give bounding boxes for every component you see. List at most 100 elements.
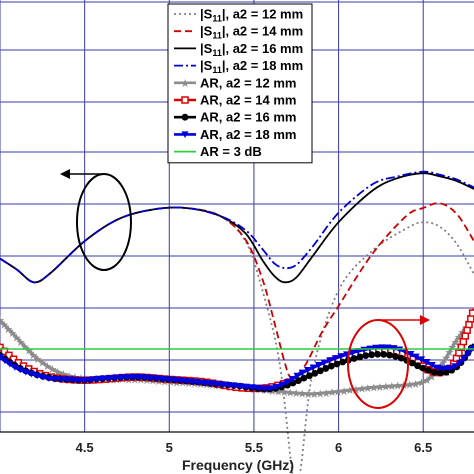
legend-label: |S11|, a2 = 14 mm	[200, 24, 303, 41]
series-point: ★	[327, 386, 337, 399]
series-point	[384, 344, 392, 352]
legend-label: AR, a2 = 14 mm	[200, 93, 296, 108]
series-line	[0, 172, 474, 284]
series-point: ★	[441, 351, 451, 364]
x-tick-label: 4.5	[76, 440, 94, 455]
series-point	[111, 374, 119, 382]
series-point	[374, 350, 382, 358]
series-point	[6, 360, 14, 368]
series-point: ★	[3, 323, 13, 336]
series-point	[433, 364, 442, 372]
series-point	[311, 369, 319, 377]
legend-label: AR, a2 = 12 mm	[200, 75, 296, 90]
series-point	[294, 377, 302, 384]
series-point: ★	[285, 386, 295, 399]
series-point	[242, 383, 250, 391]
legend-item: ★ AR, a2 = 12 mm	[174, 75, 296, 90]
series-point: ★	[405, 379, 415, 392]
legend-item: |S11|, a2 = 16 mm	[174, 41, 303, 58]
series-point	[81, 377, 89, 384]
series-point	[272, 383, 280, 391]
series-point	[368, 351, 376, 359]
series-point	[224, 381, 232, 389]
series-point: ★	[447, 341, 457, 354]
series-point	[0, 354, 4, 361]
series-point	[51, 376, 59, 383]
series-point	[63, 376, 71, 383]
series-point	[468, 309, 474, 317]
series-point: ★	[53, 366, 63, 379]
series-point	[181, 131, 189, 138]
series-point: ★	[357, 383, 367, 396]
legend-item: |S11|, a2 = 12 mm	[174, 7, 303, 24]
series-point: ★	[297, 388, 307, 401]
series-point	[135, 374, 143, 381]
series-point	[266, 385, 274, 392]
series-point	[212, 380, 221, 388]
series-point	[230, 382, 238, 390]
series-point: ★	[375, 381, 385, 394]
series-point	[105, 375, 113, 382]
series-point: ★	[369, 381, 379, 394]
series-point	[171, 376, 179, 384]
series-point	[283, 379, 291, 386]
series-point	[356, 353, 364, 361]
series-point	[425, 366, 432, 374]
series-point	[206, 380, 215, 387]
series-point	[464, 350, 472, 358]
series-line	[0, 170, 474, 284]
series-point	[362, 352, 370, 360]
series-point	[45, 375, 53, 382]
series-point: ★	[345, 384, 355, 397]
series-point: ★	[58, 368, 68, 381]
s11-arrow-head	[60, 169, 70, 179]
series-point	[396, 346, 404, 354]
series-point: ★	[363, 382, 373, 395]
series-point	[430, 368, 438, 376]
series-point	[419, 364, 427, 372]
legend-label: |S11|, a2 = 18 mm	[200, 58, 303, 75]
series-point	[260, 385, 268, 393]
series-point	[57, 376, 65, 383]
series-point	[248, 384, 256, 391]
series-point	[392, 352, 399, 360]
series-point: ★	[427, 370, 437, 383]
series-point	[33, 372, 41, 380]
series-point	[322, 365, 330, 372]
series-point	[159, 375, 167, 383]
series-point	[293, 372, 301, 380]
series-point: ★	[37, 357, 47, 370]
series-point	[326, 357, 334, 364]
series-point: ★	[28, 349, 38, 362]
series-point	[188, 378, 197, 386]
series-point	[236, 383, 244, 390]
series-point	[423, 359, 431, 366]
series-point	[350, 355, 358, 362]
series-point	[316, 367, 324, 375]
series-point	[278, 381, 286, 389]
series-point	[1, 357, 9, 365]
series-point	[407, 350, 415, 358]
series-point	[460, 355, 468, 362]
series-point: ★	[381, 380, 391, 393]
series-point	[123, 374, 131, 381]
legend-label: AR, a2 = 18 mm	[200, 127, 296, 142]
series-point	[129, 373, 137, 381]
plot-frame	[0, 431, 474, 433]
series-point	[436, 369, 444, 377]
series-point	[39, 374, 47, 381]
series-point	[414, 362, 421, 370]
series-point: ★	[20, 340, 30, 353]
series-point	[304, 366, 312, 374]
series-point	[75, 377, 83, 384]
series-point	[200, 379, 209, 387]
series-point	[445, 365, 453, 372]
series-3	[0, 170, 474, 284]
series-point	[348, 349, 356, 357]
series-point	[331, 355, 339, 362]
series-point	[177, 377, 185, 384]
series-point	[397, 354, 405, 362]
series-point: ★	[422, 374, 432, 387]
series-point	[298, 369, 306, 377]
